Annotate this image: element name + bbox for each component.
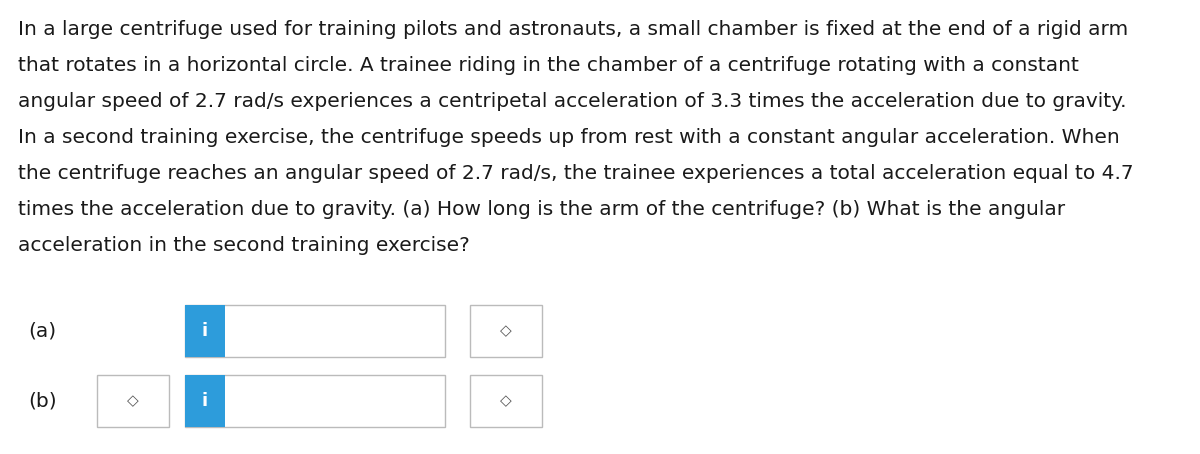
Text: acceleration in the second training exercise?: acceleration in the second training exer… (18, 236, 469, 255)
Text: i: i (202, 392, 208, 410)
Text: angular speed of 2.7 rad/s experiences a centripetal acceleration of 3.3 times t: angular speed of 2.7 rad/s experiences a… (18, 92, 1127, 111)
Text: ◇: ◇ (500, 324, 512, 339)
Text: (b): (b) (28, 391, 56, 410)
Text: In a second training exercise, the centrifuge speeds up from rest with a constan: In a second training exercise, the centr… (18, 128, 1120, 147)
Text: the centrifuge reaches an angular speed of 2.7 rad/s, the trainee experiences a : the centrifuge reaches an angular speed … (18, 164, 1134, 183)
Text: (a): (a) (28, 321, 56, 340)
Text: i: i (202, 322, 208, 340)
Text: In a large centrifuge used for training pilots and astronauts, a small chamber i: In a large centrifuge used for training … (18, 20, 1128, 39)
Text: ◇: ◇ (500, 394, 512, 409)
Text: ◇: ◇ (127, 394, 139, 409)
Text: that rotates in a horizontal circle. A trainee riding in the chamber of a centri: that rotates in a horizontal circle. A t… (18, 56, 1079, 75)
Text: times the acceleration due to gravity. (a) How long is the arm of the centrifuge: times the acceleration due to gravity. (… (18, 200, 1066, 219)
